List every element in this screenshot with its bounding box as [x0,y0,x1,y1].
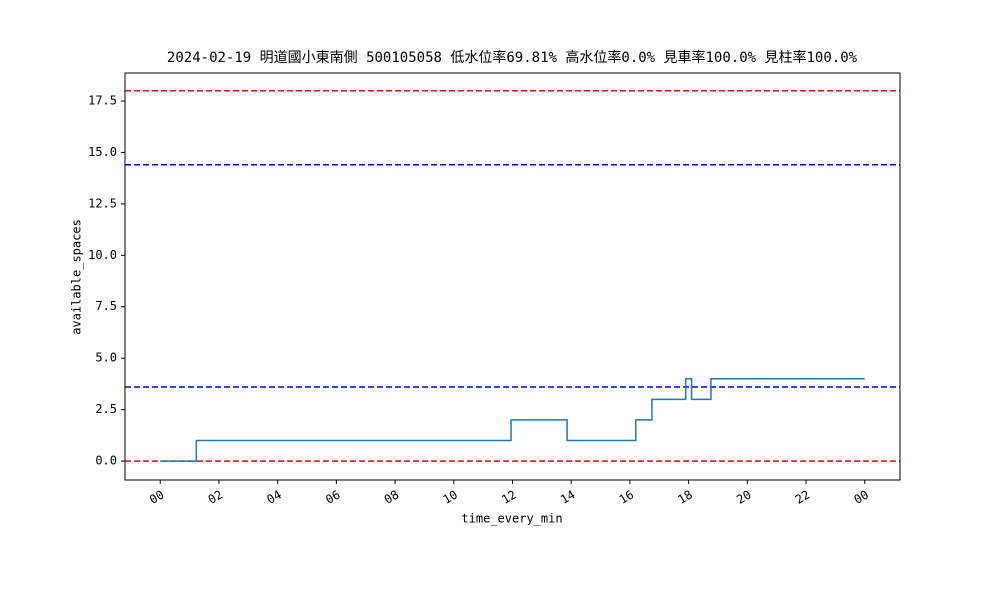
x-tick-label: 04 [264,488,284,507]
x-tick-label: 14 [558,488,578,507]
y-tick-label: 15.0 [88,145,117,159]
y-tick-label: 7.5 [95,299,117,313]
x-tick-label: 20 [734,488,754,507]
chart-title: 2024-02-19 明道國小東南側 500105058 低水位率69.81% … [167,49,858,66]
x-tick-label: 06 [323,488,343,507]
x-tick-label: 12 [499,488,519,507]
x-tick-label: 16 [617,488,637,507]
data-line [160,378,865,462]
x-tick-label: 18 [675,488,695,507]
y-tick-label: 2.5 [95,402,117,416]
x-tick-label: 02 [206,488,226,507]
x-tick-label: 22 [793,488,813,507]
y-tick-label: 12.5 [88,196,117,210]
y-tick-label: 5.0 [95,351,117,365]
x-axis-label: time_every_min [461,512,562,526]
x-tick-label: 08 [382,488,402,507]
x-tick-label: 00 [852,488,872,507]
x-tick-label: 10 [441,488,461,507]
x-tick-label: 00 [147,488,167,507]
y-axis-label: available_spaces [70,219,84,335]
y-tick-label: 0.0 [95,454,117,468]
y-tick-label: 17.5 [88,93,117,107]
y-tick-label: 10.0 [88,248,117,262]
plot-frame [124,72,901,481]
